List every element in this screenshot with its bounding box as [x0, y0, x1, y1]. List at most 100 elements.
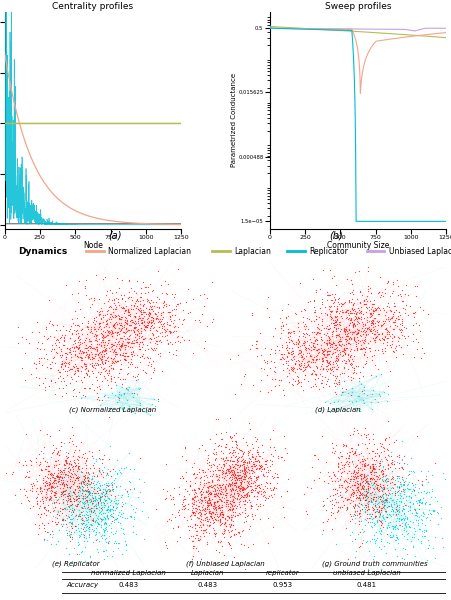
Point — [71, 350, 78, 360]
Point — [100, 312, 107, 322]
Point — [109, 464, 116, 474]
Point — [109, 347, 116, 357]
Point — [99, 345, 106, 355]
Point — [234, 527, 241, 536]
Point — [222, 468, 229, 478]
Point — [185, 525, 193, 535]
Point — [187, 531, 194, 541]
Point — [371, 493, 378, 502]
Point — [221, 515, 228, 524]
Point — [368, 487, 376, 496]
Point — [352, 341, 359, 350]
Point — [118, 523, 125, 533]
Point — [357, 488, 364, 497]
Point — [386, 321, 393, 331]
Point — [82, 461, 89, 470]
Point — [53, 460, 60, 469]
Point — [94, 367, 101, 377]
Point — [95, 318, 102, 328]
Point — [120, 354, 127, 364]
Point — [295, 364, 303, 373]
Point — [51, 473, 59, 483]
Point — [62, 525, 69, 535]
Point — [354, 484, 361, 494]
Point — [344, 332, 351, 341]
Point — [230, 503, 237, 513]
Point — [377, 503, 385, 513]
Point — [358, 517, 365, 526]
Point — [80, 347, 87, 357]
Point — [186, 521, 193, 530]
Point — [313, 322, 321, 331]
Point — [357, 493, 364, 503]
Point — [89, 515, 96, 525]
Point — [393, 458, 400, 467]
Point — [350, 367, 357, 377]
Point — [50, 506, 57, 515]
Point — [390, 506, 397, 515]
Point — [412, 335, 419, 344]
Point — [424, 509, 431, 519]
Point — [267, 455, 274, 465]
Point — [34, 476, 41, 486]
Point — [307, 342, 314, 352]
Point — [332, 351, 339, 361]
Point — [226, 539, 233, 549]
Point — [376, 287, 383, 297]
Point — [354, 320, 361, 329]
Point — [96, 319, 103, 328]
Point — [65, 344, 73, 354]
Point — [424, 487, 431, 496]
Point — [200, 493, 207, 502]
Point — [361, 472, 368, 482]
Point — [320, 323, 327, 333]
Point — [334, 462, 341, 472]
Point — [127, 330, 134, 340]
Point — [60, 334, 67, 343]
Point — [40, 503, 47, 512]
Point — [88, 477, 95, 487]
Point — [379, 334, 386, 343]
Point — [283, 320, 290, 329]
Point — [212, 470, 219, 479]
Point — [339, 463, 346, 473]
Point — [67, 500, 74, 510]
Point — [215, 465, 222, 475]
Point — [364, 492, 372, 502]
Point — [96, 493, 103, 502]
Point — [57, 344, 64, 354]
Point — [104, 330, 111, 340]
Point — [392, 301, 399, 311]
Point — [335, 502, 342, 512]
Point — [298, 352, 305, 362]
Point — [46, 316, 54, 326]
Point — [385, 464, 392, 473]
Point — [203, 520, 211, 530]
Point — [204, 451, 212, 460]
Point — [358, 454, 365, 464]
Point — [334, 320, 341, 329]
Point — [207, 489, 214, 499]
Point — [327, 496, 334, 506]
Point — [369, 479, 377, 488]
Point — [235, 527, 242, 537]
Point — [381, 347, 388, 356]
Point — [372, 512, 379, 521]
Point — [112, 347, 119, 356]
Point — [126, 331, 133, 341]
Point — [70, 369, 78, 379]
Point — [327, 364, 334, 373]
Point — [101, 514, 109, 523]
Point — [206, 498, 213, 508]
Point — [405, 310, 412, 320]
Point — [227, 512, 235, 522]
Point — [238, 476, 245, 486]
Point — [285, 365, 293, 375]
Point — [373, 492, 380, 502]
Point — [75, 342, 83, 352]
Point — [46, 331, 54, 340]
Point — [134, 374, 142, 384]
Point — [304, 336, 311, 346]
Point — [353, 329, 360, 339]
Point — [404, 519, 411, 529]
